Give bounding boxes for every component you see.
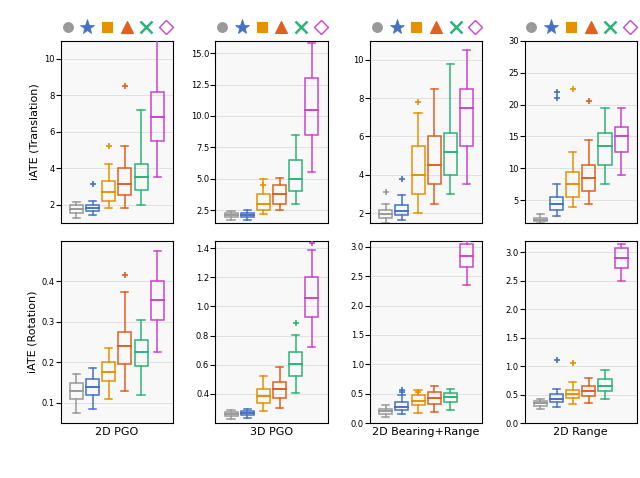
Bar [257, 389, 270, 403]
Bar [102, 181, 115, 201]
Bar [241, 411, 253, 415]
Bar [614, 127, 628, 152]
Bar [118, 168, 131, 196]
Bar [396, 402, 408, 410]
Bar [412, 395, 424, 405]
Bar [86, 379, 99, 395]
Bar [460, 244, 473, 267]
Bar [550, 197, 563, 210]
Bar [428, 137, 441, 185]
Bar [444, 132, 457, 175]
Bar [289, 352, 302, 376]
X-axis label: 3D PGO: 3D PGO [250, 427, 293, 437]
Bar [582, 386, 595, 396]
Bar [150, 92, 164, 141]
Bar [582, 165, 595, 191]
Bar [534, 217, 547, 221]
Bar [273, 185, 286, 204]
Bar [225, 412, 237, 416]
Bar [273, 381, 286, 398]
Bar [86, 205, 99, 211]
Bar [305, 277, 318, 317]
Bar [412, 146, 424, 194]
Bar [102, 362, 115, 380]
X-axis label: 2D Range: 2D Range [554, 427, 608, 437]
Bar [134, 164, 148, 190]
X-axis label: 2D Bearing+Range: 2D Bearing+Range [372, 427, 480, 437]
Bar [380, 409, 392, 413]
Bar [566, 390, 579, 398]
Bar [70, 206, 83, 213]
Bar [444, 393, 457, 402]
Bar [257, 194, 270, 210]
Bar [225, 213, 237, 217]
Bar [534, 401, 547, 406]
Y-axis label: iATE (Translation): iATE (Translation) [30, 83, 40, 180]
Bar [598, 133, 612, 165]
Bar [396, 206, 408, 215]
Y-axis label: iATE (Rotation): iATE (Rotation) [27, 291, 37, 373]
Bar [380, 210, 392, 218]
Bar [428, 392, 441, 403]
Bar [241, 213, 253, 217]
Bar [150, 282, 164, 320]
Bar [550, 394, 563, 402]
Bar [305, 78, 318, 135]
Bar [70, 382, 83, 399]
Bar [566, 172, 579, 197]
Bar [118, 332, 131, 364]
X-axis label: 2D PGO: 2D PGO [95, 427, 138, 437]
Bar [598, 380, 612, 391]
Bar [460, 88, 473, 146]
Bar [134, 340, 148, 366]
Bar [614, 248, 628, 268]
Bar [289, 160, 302, 191]
